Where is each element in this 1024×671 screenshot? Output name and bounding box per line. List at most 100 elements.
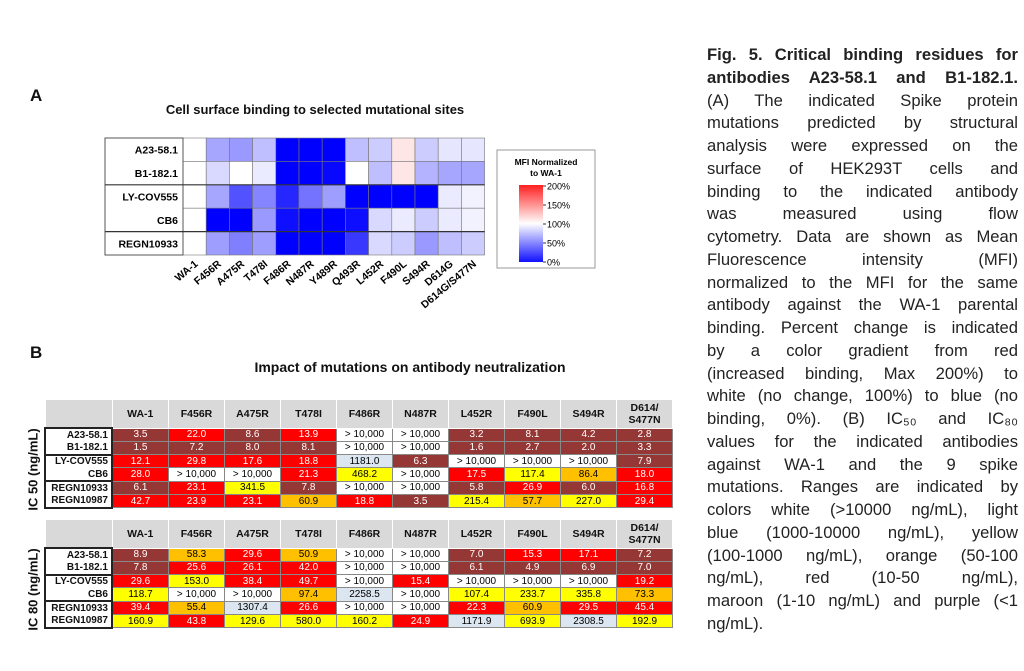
caption-line: blue (1000-10000 ng/mL), yellow	[707, 522, 1018, 542]
value-cell: 29.6	[111, 574, 169, 589]
heatmap-cell	[205, 161, 230, 186]
heatmap-row-label: B1-182.1	[135, 168, 178, 180]
value-cell: 58.3	[168, 547, 225, 562]
table-row: A23-58.1 8.9 58.3 29.6 50.9 > 10,000 > 10,000 7…	[44, 546, 673, 562]
heatmap-cell	[437, 161, 462, 186]
value-cell: > 10,000	[336, 427, 393, 442]
ic80-table: WA-1 F456R A475R T478I F486R N487R L452R F490L S…	[44, 519, 673, 629]
value-cell: 15.3	[504, 547, 561, 562]
value-cell: > 10,000	[168, 587, 225, 602]
value-cell: 39.4	[111, 600, 169, 615]
column-header: A475R	[224, 519, 281, 549]
heatmap-cell	[321, 231, 346, 256]
value-cell: 22.0	[168, 427, 225, 442]
value-cell: 5.8	[448, 480, 505, 495]
heatmap-cell	[437, 184, 462, 209]
value-cell: 3.3	[616, 440, 673, 456]
value-cell: > 10,000	[336, 560, 393, 576]
column-header: S494R	[560, 399, 617, 429]
table-row: LY-COV555 29.6 153.0 38.4 49.7 > 10,000 15.4 > …	[44, 573, 673, 589]
antibody-label: REGN10933	[44, 600, 113, 615]
heatmap-cell	[345, 207, 369, 232]
value-cell: 50.9	[280, 547, 337, 562]
value-cell: > 10,000	[392, 427, 449, 442]
value-cell: 18.0	[616, 467, 673, 482]
value-cell: 7.0	[448, 547, 505, 562]
value-cell: > 10,000	[392, 600, 449, 615]
caption-line: against WA-1 and the 9 spike	[707, 454, 1018, 474]
caption-line: Fluorescence intensity (MFI)	[707, 249, 1018, 269]
table-row: REGN10933 39.4 55.4 1307.4 26.6 > 10,000 > 10,…	[44, 600, 673, 615]
value-cell: 2258.5	[336, 587, 393, 602]
antibody-label: A23-58.1	[44, 546, 113, 562]
heatmap-cell	[298, 161, 323, 186]
value-cell: 29.6	[224, 547, 281, 562]
legend-tick-label: 150%	[547, 201, 570, 211]
value-cell: 1307.4	[224, 600, 281, 615]
value-cell: > 10,000	[392, 560, 449, 576]
value-cell: > 10,000	[392, 587, 449, 602]
value-cell: 22.3	[448, 600, 505, 615]
heatmap-title: Cell surface binding to selected mutatio…	[165, 102, 465, 117]
value-cell: 7.0	[616, 560, 673, 576]
heatmap-cell	[345, 137, 369, 162]
caption-line: (increased binding, Max 200%) to	[707, 363, 1018, 383]
antibody-label: A23-58.1	[44, 426, 113, 442]
value-cell: 60.9	[280, 493, 337, 509]
table-row: REGN10987 42.7 23.9 23.1 60.9 18.8 3.5 215.4 57.…	[44, 493, 673, 509]
caption-line: (A) The indicated Spike protein	[707, 90, 1018, 110]
value-cell: 6.0	[560, 480, 617, 495]
heatmap-cell	[205, 184, 230, 209]
value-cell: 42.7	[111, 493, 169, 509]
heatmap-cell	[345, 231, 369, 256]
value-cell: 160.2	[336, 613, 393, 629]
value-cell: 3.5	[392, 493, 449, 509]
caption-line: Fig. 5. Critical binding residues for	[707, 45, 1018, 64]
heatmap-cell	[182, 137, 207, 162]
antibody-label: CB6	[44, 587, 113, 602]
value-cell: 2.8	[616, 427, 673, 442]
value-cell: 23.9	[168, 493, 225, 509]
heatmap-cell	[321, 207, 346, 232]
value-cell: 49.7	[280, 574, 337, 589]
heatmap-cell	[368, 184, 393, 209]
caption-line: binding. Percent change is indicated	[707, 318, 1018, 337]
value-cell: 3.2	[448, 427, 505, 442]
table-row: REGN10987 160.9 43.8 129.6 580.0 160.2 24.9 117…	[44, 613, 673, 629]
table-row: B1-182.1 1.5 7.2 8.0 8.1 > 10,000 > 10,000 1.6 2…	[44, 440, 673, 456]
heatmap-cell	[391, 184, 416, 209]
heatmap-cell	[298, 184, 323, 209]
antibody-label: REGN10987	[44, 494, 113, 509]
heatmap-cell	[275, 137, 300, 162]
value-cell: 2.0	[560, 440, 617, 456]
caption-line: mutations. Ranges are indicated by	[707, 477, 1018, 497]
heatmap-cell	[321, 137, 346, 162]
heatmap-row-label: LY-COV555	[122, 192, 178, 204]
value-cell: 8.1	[280, 440, 337, 456]
value-cell: 6.1	[448, 560, 505, 576]
table-row: CB6 118.7 > 10,000 > 10,000 97.4 2258.5 > 10,0…	[44, 587, 673, 602]
caption-line: (100-1000 ng/mL), orange (50-100	[707, 545, 1018, 565]
heatmap-cell	[182, 184, 207, 209]
heatmap-cell	[414, 161, 439, 186]
value-cell: 107.4	[448, 587, 505, 602]
heatmap-cell	[368, 231, 393, 256]
legend-tick-label: 200%	[547, 182, 570, 192]
antibody-label: LY-COV555	[44, 573, 113, 588]
heatmap-cell	[298, 231, 323, 256]
caption-line: mutations predicted by structural	[707, 113, 1018, 133]
heatmap-row-label: A23-58.1	[135, 145, 178, 157]
heatmap-cell	[437, 231, 462, 256]
heatmap-cell	[205, 207, 230, 232]
value-cell: 24.9	[392, 613, 449, 629]
caption-line: antibodies A23-58.1 and B1-182.1.	[707, 67, 1018, 87]
heatmap-cell	[345, 161, 369, 186]
value-cell: 215.4	[448, 493, 505, 509]
figure-caption: Fig. 5. Critical binding residues for ant…	[707, 44, 1018, 636]
heatmap-cell	[437, 137, 462, 162]
value-cell: 3.5	[111, 427, 169, 442]
heatmap-cell	[252, 184, 277, 209]
value-cell: > 10,000	[392, 547, 449, 562]
value-cell: > 10,000	[448, 454, 505, 469]
heatmap-cell	[321, 161, 346, 186]
